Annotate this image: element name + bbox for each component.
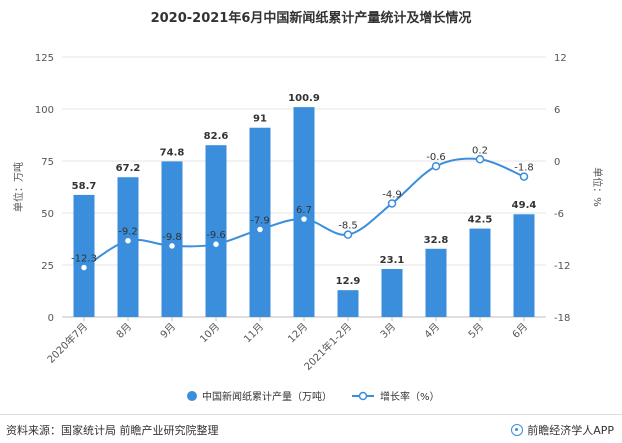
line-data-label: -9.6 [206,230,226,241]
line-point [343,230,353,239]
chart: 2020-2021年6月中国新闻纸累计产量统计及增长情况 58.7 67.2 74.… [12,10,604,403]
line-data-label: 6.7 [296,205,312,216]
line-data-label: -9.2 [118,227,138,238]
legend-line-label: 增长率（%） [380,390,440,403]
bar-data-label: 32.8 [424,235,449,246]
y-tick-label-left: 125 [35,53,54,64]
y-axis-right-ticks: -18 -12 -6 0 6 12 [554,53,570,324]
line-point [431,161,441,171]
x-tick-label: 5月 [466,321,486,341]
line-point [167,241,177,251]
line-data-label: -9.8 [162,232,182,243]
legend-bar-marker [187,391,197,401]
bar-data-label: 49.4 [512,200,537,211]
brand-text: 前瞻经济学人APP [527,424,614,437]
bar-data-label: 42.5 [468,215,493,226]
line-point [299,214,309,224]
x-tick-label: 8月 [114,321,134,341]
bar-data-label: 82.6 [204,131,229,142]
y-tick-label-right: -6 [554,209,564,220]
x-tick-label: 2021年1-2月 [301,320,354,373]
bar [513,214,535,317]
bar-data-label: 12.9 [336,276,361,287]
line-point [387,199,397,208]
y-tick-label-right: 6 [554,105,560,116]
x-tick-label: 6月 [510,321,530,341]
bar-data-label: 67.2 [116,163,141,174]
line-data-label: -4.9 [382,189,402,200]
x-tick-label: 3月 [378,321,398,341]
y-tick-label-right: 12 [554,53,567,64]
line-data-label: -1.8 [514,163,534,174]
line-data-label: -7.9 [250,215,270,226]
y-tick-label-left: 50 [41,209,54,220]
qianzhan-logo-icon [511,424,524,436]
bar-data-label: 23.1 [380,255,405,266]
y-tick-label-left: 0 [48,313,54,324]
line-point [519,172,529,181]
line-point [211,239,221,249]
legend: 中国新闻纸累计产量（万吨） 增长率（%） [187,390,440,403]
x-tick-label: 11月 [242,321,267,346]
line-data-label: -0.6 [426,152,446,163]
bar [205,145,227,317]
bar-data-label: 91 [253,114,267,125]
bar-data-label: 58.7 [72,181,97,192]
bar [73,194,95,317]
bar [117,177,139,317]
legend-bar-label: 中国新闻纸累计产量（万吨） [202,390,332,403]
bar-data-label: 74.8 [160,147,185,158]
line-point [255,225,265,234]
legend-line-point [358,391,368,401]
line-series: -12.3 -9.2 -9.8 -9.6 -7.9 6.7 -8.5 -4.9 -0.6 0.2 -… [71,145,534,272]
y-tick-label-right: -12 [554,261,570,272]
bar [381,268,403,317]
bar [249,127,271,317]
y-tick-label-left: 75 [41,157,54,168]
chart-title: 2020-2021年6月中国新闻纸累计产量统计及增长情况 [151,10,472,26]
y-axis-right-label: 单位：% [591,167,604,207]
bar [161,161,183,317]
brand: 前瞻经济学人APP [511,422,614,438]
y-axis-left-label: 单位：万吨 [12,162,25,212]
x-tick-label: 4月 [422,321,442,341]
bar [293,107,315,318]
bar [469,228,491,317]
line-point [475,155,485,164]
line-data-label: -12.3 [71,254,97,265]
bar-series: 58.7 67.2 74.8 82.6 91 100.9 12.9 23.1 32.8 42.5 4… [72,93,537,318]
x-tick-label: 10月 [198,321,223,346]
line-point [79,263,89,272]
bar-data-label: 100.9 [288,93,320,104]
y-axis-left-ticks: 0 25 50 75 100 125 [35,53,54,324]
y-tick-label-left: 100 [35,105,54,116]
bar [425,248,447,317]
source-note: 资料来源：国家统计局 前瞻产业研究院整理 [6,424,219,437]
footer: 资料来源：国家统计局 前瞻产业研究院整理 前瞻经济学人APP [0,414,622,443]
y-tick-label-right: 0 [554,157,560,168]
x-tick-label: 12月 [286,321,311,346]
x-tick-label: 2020年7月 [44,320,90,366]
x-tick-label: 9月 [158,321,178,341]
y-tick-label-right: -18 [554,313,570,324]
line-point [123,236,133,245]
line-data-label: -8.5 [338,221,358,232]
y-tick-label-left: 25 [41,261,54,272]
line-data-label: 0.2 [472,145,488,156]
bar [337,290,359,317]
